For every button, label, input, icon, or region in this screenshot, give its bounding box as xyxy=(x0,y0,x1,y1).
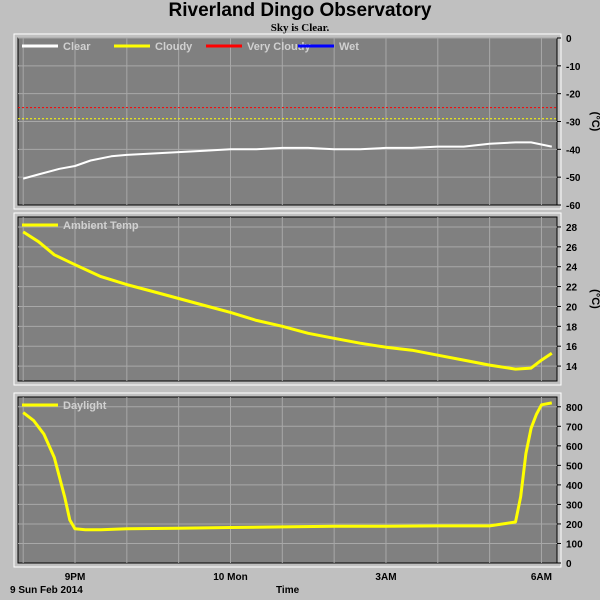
legend-label: Cloudy xyxy=(155,41,193,53)
y-tick-label: -50 xyxy=(566,173,581,184)
x-tick-label: 3AM xyxy=(375,572,396,583)
series-line xyxy=(22,230,553,371)
daylight-panel: 0 100 200 300 400 500 600 700 800 9PM 10 Mon 3AM 6AM… xyxy=(13,392,583,583)
y-tick-label: 24 xyxy=(566,263,578,274)
y-tick-label: 18 xyxy=(566,322,578,333)
y-tick-label: 28 xyxy=(566,223,578,234)
ambient-temp-panel: 14 16 18 20 22 24 26 28 (°C) Ambient Temp xyxy=(13,212,600,386)
legend-label: Wet xyxy=(339,41,359,53)
y-tick-label: -10 xyxy=(566,62,581,73)
legend-label: Clear xyxy=(63,41,91,53)
sky-temperature-panel: 0 -10 -20 -30 -40 -50 -60 (°C) Clear Cloudy Very C… xyxy=(13,33,600,212)
y-tick-label: 600 xyxy=(566,442,583,453)
chart-title: Riverland Dingo Observatory xyxy=(168,0,432,21)
y-tick-label: 16 xyxy=(566,342,578,353)
legend-label: Ambient Temp xyxy=(63,220,139,232)
y-tick-label: -40 xyxy=(566,145,581,156)
y-tick-label: 700 xyxy=(566,422,583,433)
y-axis-label: (°C) xyxy=(589,289,600,309)
y-axis-label: (°C) xyxy=(589,112,600,132)
y-tick-label: -60 xyxy=(566,201,581,212)
y-tick-label: 300 xyxy=(566,500,583,511)
date-label: 9 Sun Feb 2014 xyxy=(10,585,83,596)
series-line xyxy=(22,141,552,180)
x-tick-label: 10 Mon xyxy=(213,572,247,583)
legend-label: Daylight xyxy=(63,400,107,412)
panel-frame xyxy=(13,212,562,386)
x-axis-title: Time xyxy=(276,585,300,596)
y-tick-label: 0 xyxy=(566,34,572,45)
x-tick-label: 9PM xyxy=(65,572,86,583)
y-tick-label: 14 xyxy=(566,362,578,373)
x-tick-label: 6AM xyxy=(531,572,552,583)
y-tick-label: 26 xyxy=(566,243,578,254)
y-tick-label: 0 xyxy=(566,559,572,570)
series-line xyxy=(22,401,553,532)
y-tick-label: 20 xyxy=(566,302,578,313)
y-tick-label: 22 xyxy=(566,283,578,294)
plot-area xyxy=(17,216,558,382)
y-tick-label: 500 xyxy=(566,461,583,472)
y-tick-label: 800 xyxy=(566,403,583,414)
panel-frame xyxy=(13,392,562,568)
y-tick-label: -30 xyxy=(566,118,581,129)
y-tick-label: 100 xyxy=(566,539,583,550)
legend-label: Very Cloudy xyxy=(247,41,311,53)
chart-subtitle: Sky is Clear. xyxy=(270,22,330,34)
y-tick-label: 400 xyxy=(566,481,583,492)
plot-area xyxy=(17,396,558,564)
y-tick-label: -20 xyxy=(566,90,581,101)
y-tick-label: 200 xyxy=(566,520,583,531)
